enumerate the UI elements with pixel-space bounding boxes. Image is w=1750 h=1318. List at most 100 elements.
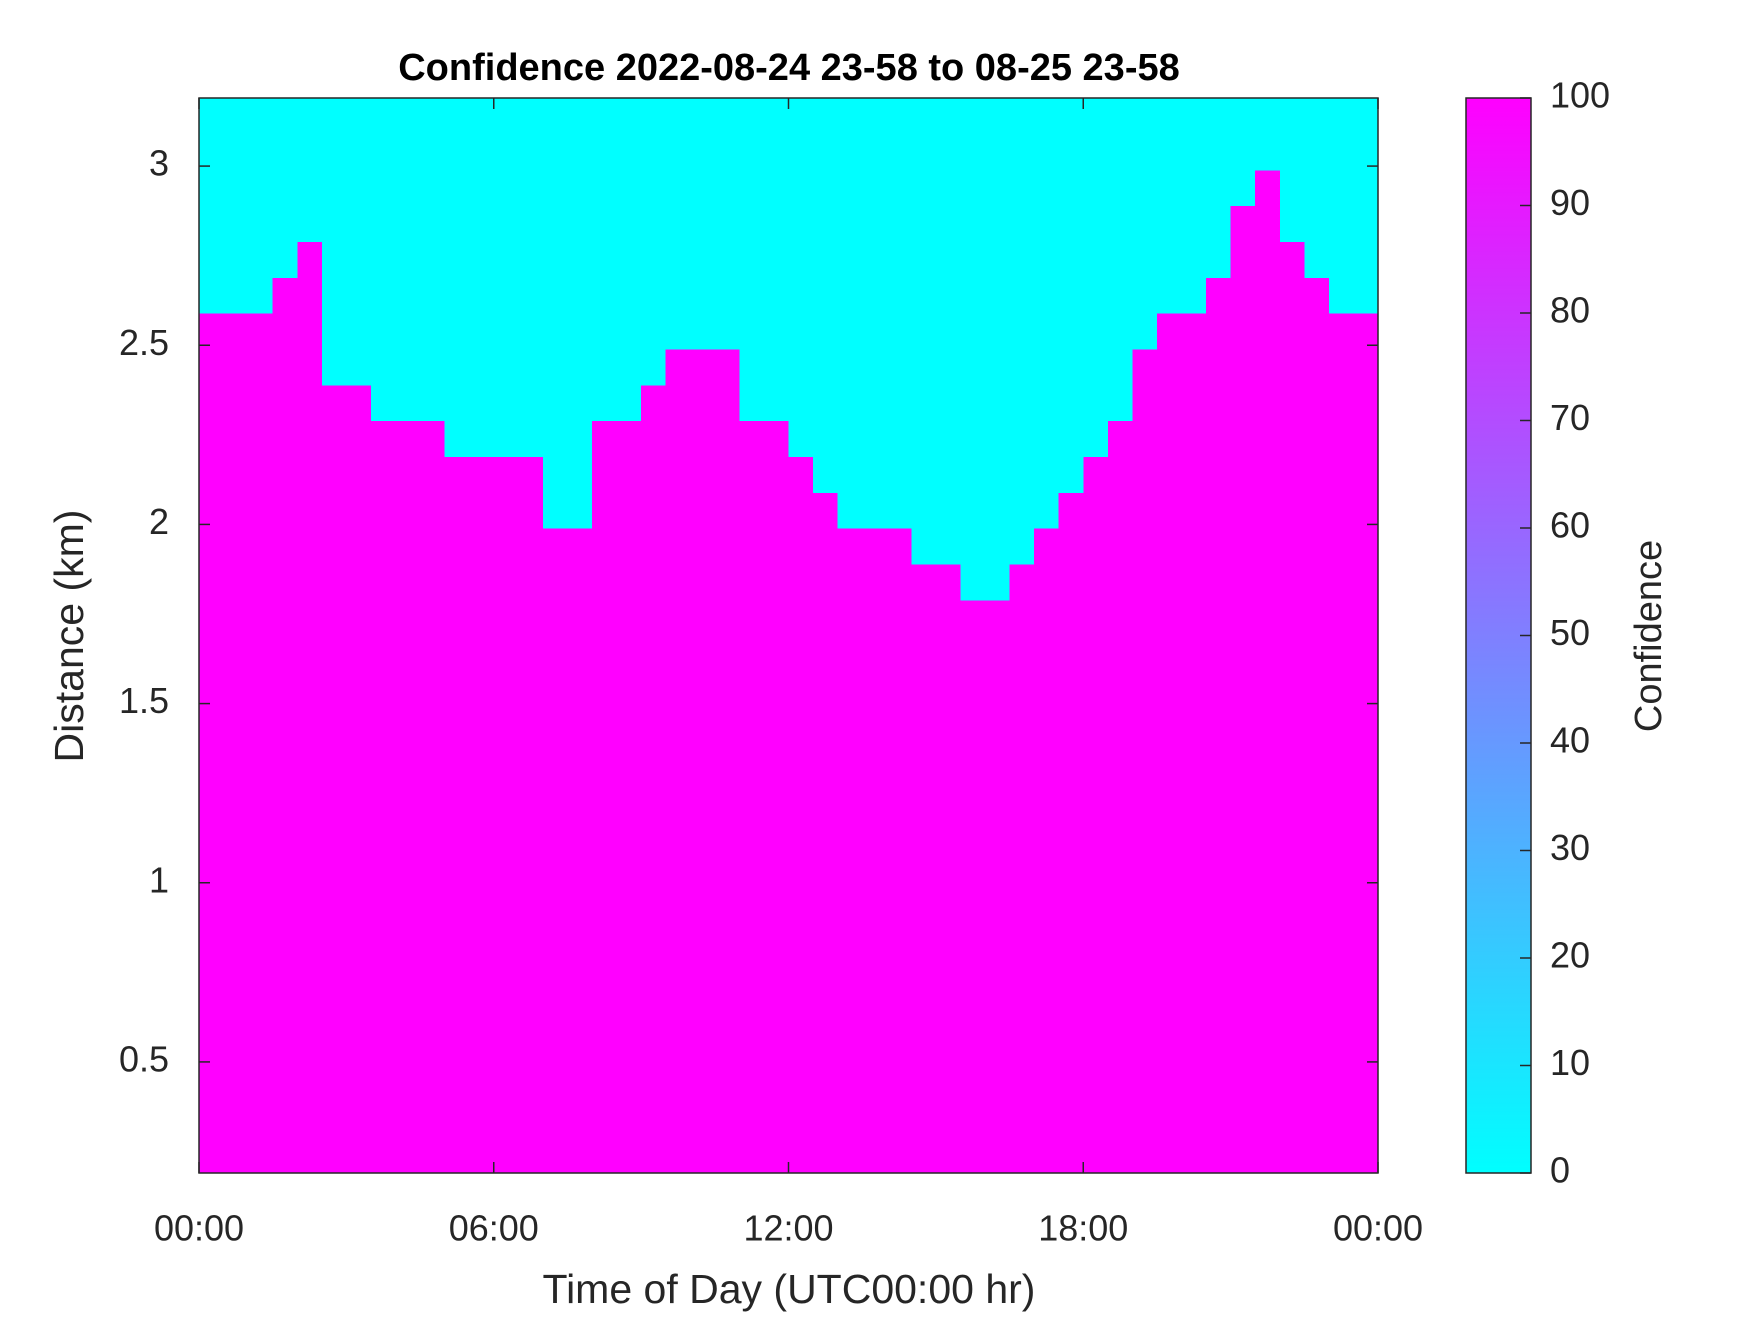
heatmap-cell	[665, 743, 691, 780]
heatmap-cell	[346, 635, 372, 672]
heatmap-cell	[886, 886, 912, 923]
heatmap-cell	[911, 850, 937, 887]
heatmap-cell	[248, 98, 274, 135]
heatmap-cell	[1255, 456, 1281, 493]
heatmap-cell	[1107, 277, 1133, 314]
heatmap-cell	[714, 528, 740, 565]
heatmap-cell	[641, 169, 667, 207]
heatmap-cell	[1353, 348, 1379, 386]
heatmap-cell	[444, 1029, 470, 1067]
heatmap-cell	[714, 133, 740, 171]
heatmap-cell	[346, 1101, 372, 1138]
heatmap-cell	[592, 313, 618, 350]
heatmap-cell	[542, 1065, 569, 1102]
heatmap-cell	[960, 205, 986, 242]
heatmap-cell	[985, 528, 1011, 565]
x-tick-label: 12:00	[743, 1208, 833, 1249]
heatmap-cell	[420, 635, 446, 672]
heatmap-cell	[1255, 778, 1281, 816]
heatmap-cell	[297, 635, 323, 672]
heatmap-cell	[862, 1065, 888, 1102]
heatmap-cell	[1181, 635, 1207, 672]
heatmap-cell	[223, 1101, 249, 1138]
heatmap-cell	[690, 1101, 716, 1138]
heatmap-cell	[985, 922, 1011, 959]
colorbar-tick-label: 0	[1550, 1150, 1570, 1191]
heatmap-cell	[272, 707, 298, 744]
heatmap-cell	[1009, 241, 1035, 278]
heatmap-cell	[444, 205, 470, 242]
heatmap-cell	[395, 492, 421, 529]
heatmap-cell	[420, 1029, 446, 1067]
heatmap-cell	[444, 993, 470, 1031]
heatmap-cell	[518, 420, 544, 457]
heatmap-cell	[567, 671, 593, 708]
heatmap-cell	[1255, 241, 1281, 278]
heatmap-cell	[1328, 1101, 1355, 1138]
heatmap-cell	[248, 993, 274, 1031]
heatmap-cell	[1230, 1029, 1256, 1067]
heatmap-cell	[960, 1101, 986, 1138]
heatmap-cell	[272, 1137, 298, 1174]
heatmap-cell	[444, 671, 470, 708]
heatmap-cell	[1058, 133, 1084, 171]
heatmap-cell	[248, 707, 274, 744]
heatmap-cell	[346, 886, 372, 923]
heatmap-cell	[862, 922, 888, 959]
heatmap-cell	[935, 635, 962, 672]
heatmap-cell	[1058, 169, 1084, 207]
heatmap-cell	[370, 384, 397, 422]
heatmap-cell	[1009, 922, 1035, 959]
y-tick-label: 0.5	[119, 1038, 169, 1079]
heatmap-cell	[542, 348, 569, 386]
heatmap-cell	[1034, 241, 1060, 278]
heatmap-cell	[935, 1029, 962, 1067]
heatmap-cell	[1132, 958, 1158, 995]
heatmap-cell	[1230, 277, 1256, 314]
heatmap-cell	[985, 492, 1011, 529]
heatmap-cell	[420, 1137, 446, 1174]
heatmap-cell	[1255, 348, 1281, 386]
heatmap-cell	[297, 993, 323, 1031]
heatmap-cell	[592, 1029, 618, 1067]
heatmap-cell	[297, 850, 323, 887]
heatmap-cell	[1083, 133, 1109, 171]
heatmap-cell	[395, 133, 421, 171]
heatmap-cell	[1034, 456, 1060, 493]
heatmap-cell	[1107, 528, 1133, 565]
heatmap-cell	[395, 886, 421, 923]
heatmap-cell	[960, 456, 986, 493]
heatmap-cell	[665, 1065, 691, 1102]
heatmap-cell	[1132, 384, 1158, 422]
heatmap-cell	[395, 635, 421, 672]
heatmap-cell	[1353, 492, 1379, 529]
heatmap-cell	[960, 743, 986, 780]
heatmap-cell	[1255, 492, 1281, 529]
heatmap-cell	[886, 563, 912, 601]
heatmap-cells	[199, 98, 1379, 1174]
heatmap-cell	[1156, 1101, 1183, 1138]
heatmap-cell	[518, 671, 544, 708]
heatmap-cell	[641, 850, 667, 887]
heatmap-cell	[395, 241, 421, 278]
heatmap-cell	[518, 778, 544, 816]
heatmap-cell	[739, 205, 765, 242]
heatmap-cell	[1107, 958, 1133, 995]
heatmap-cell	[1353, 922, 1379, 959]
heatmap-cell	[199, 1101, 225, 1138]
heatmap-cell	[1206, 599, 1232, 637]
heatmap-cell	[1132, 707, 1158, 744]
heatmap-cell	[714, 922, 740, 959]
heatmap-cell	[395, 277, 421, 314]
heatmap-cell	[542, 205, 569, 242]
heatmap-cell	[321, 707, 347, 744]
heatmap-cell	[1279, 778, 1305, 816]
heatmap-cell	[837, 492, 863, 529]
heatmap-cell	[493, 492, 519, 529]
heatmap-cell	[1181, 420, 1207, 457]
heatmap-cell	[1304, 563, 1330, 601]
heatmap-cell	[690, 993, 716, 1031]
heatmap-cell	[1034, 850, 1060, 887]
heatmap-cell	[739, 886, 765, 923]
